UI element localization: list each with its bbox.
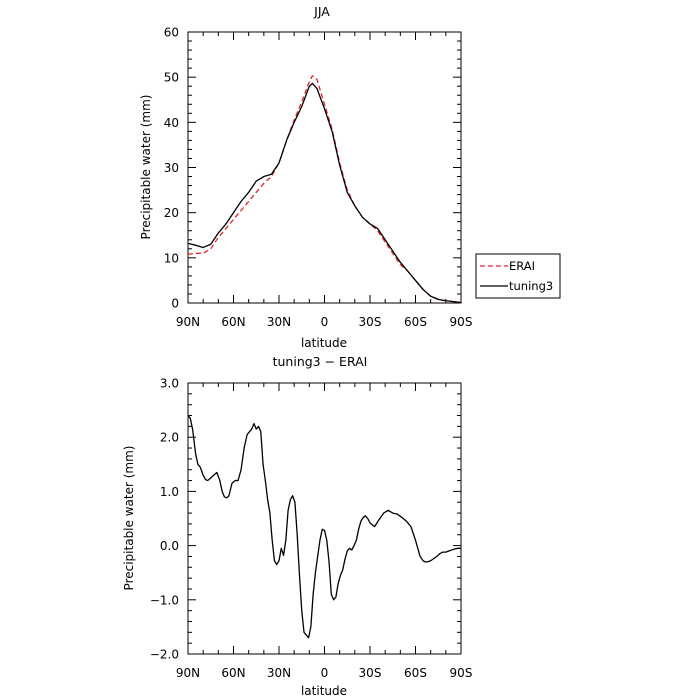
chart-top-ylabel: Precipitable water (mm): [139, 95, 153, 240]
x-tick-label: 60S: [404, 315, 427, 329]
x-tick-label: 90S: [450, 315, 473, 329]
chart-bottom-ticks: [187, 382, 462, 655]
y-tick-label: 10: [164, 251, 179, 265]
chart-bottom-ylabel: Precipitable water (mm): [122, 446, 136, 591]
x-tick-label: 90N: [176, 315, 200, 329]
chart-bottom-frame: [187, 382, 462, 655]
legend-label-tuning3: tuning3: [509, 279, 553, 293]
x-tick-label: 30N: [267, 315, 291, 329]
chart-top-frame: [187, 31, 462, 304]
y-tick-label: 40: [164, 116, 179, 130]
chart-bottom-xlabel: latitude: [301, 684, 347, 698]
chart-top-xlabel: latitude: [301, 336, 347, 350]
x-tick-label: 60N: [221, 315, 245, 329]
y-tick-label: −1.0: [150, 593, 179, 607]
x-tick-label: 90N: [176, 666, 200, 680]
chart-top-title: JJA: [313, 4, 330, 19]
chart-bottom-series-difference: [187, 415, 461, 639]
x-tick-label: 60N: [221, 666, 245, 680]
y-tick-label: 1.0: [160, 485, 179, 499]
chart-top-series-tuning3: [187, 82, 462, 304]
y-tick-label: 2.0: [160, 431, 179, 445]
legend-frame: [475, 253, 561, 299]
x-tick-label: 0: [321, 315, 329, 329]
x-tick-label: 30N: [267, 666, 291, 680]
y-tick-label: 30: [164, 161, 179, 175]
chart-top-series: [187, 75, 462, 304]
chart-top-tick-labels: 90N 60N 30N 0 30S 60S 90S 0 10 20 30 40 50 60: [164, 26, 473, 330]
chart-bottom: tuning3 − ERAI 90N 60N 30N 0 30S 60S 90S −2.0 −1…: [122, 354, 472, 698]
y-tick-label: 20: [164, 206, 179, 220]
y-tick-label: −2.0: [150, 648, 179, 662]
y-tick-label: 0: [171, 297, 179, 311]
x-tick-label: 30S: [359, 315, 382, 329]
chart-top-legend: ERAI tuning3: [475, 253, 561, 299]
x-tick-label: 90S: [450, 666, 473, 680]
chart-top-ticks: [187, 31, 462, 304]
x-tick-label: 30S: [359, 666, 382, 680]
y-tick-label: 60: [164, 26, 179, 40]
chart-bottom-title: tuning3 − ERAI: [273, 354, 368, 369]
y-tick-label: 50: [164, 71, 179, 85]
legend-label-erai: ERAI: [509, 259, 535, 273]
chart-bottom-series: [187, 415, 461, 639]
x-tick-label: 60S: [404, 666, 427, 680]
x-tick-label: 0: [321, 666, 329, 680]
y-tick-label: 3.0: [160, 377, 179, 391]
y-tick-label: 0.0: [160, 539, 179, 553]
chart-top: JJA 90N 60N 30N 0 30S 60S 90S 0 10 20 30 40 50 60 lat…: [139, 4, 561, 350]
chart-bottom-tick-labels: 90N 60N 30N 0 30S 60S 90S −2.0 −1.0 0.0 1.0 2.0 3.0: [150, 377, 473, 681]
